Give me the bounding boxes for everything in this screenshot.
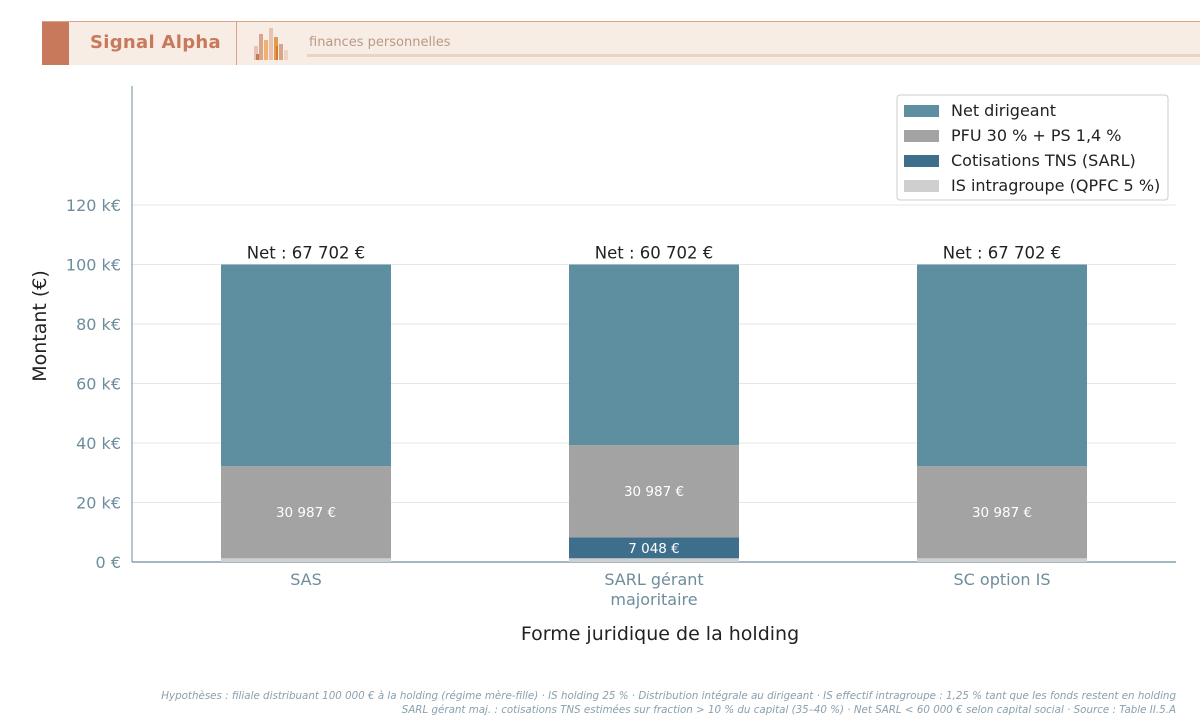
tagline: finances personnelles <box>309 35 451 50</box>
tagline-rule <box>307 54 1200 57</box>
banner-divider <box>236 22 237 65</box>
bar-value-label: 7 048 € <box>628 541 680 557</box>
legend-swatch <box>904 130 939 142</box>
x-axis-title: Forme juridique de la holding <box>521 623 799 645</box>
x-tick-label: SAS <box>290 570 322 589</box>
footnote-hypotheses: Hypothèses : filiale distribuant 100 000… <box>161 690 1176 702</box>
bar-segment <box>221 558 391 562</box>
stacked-bar-chart: 0 € 20 k€ 40 k€ 60 k€ 80 k€ 100 k€ 120 k€ 30 98… <box>29 86 1176 645</box>
legend-swatch <box>904 180 939 192</box>
y-tick-label: 120 k€ <box>66 196 121 215</box>
bar-value-label: 30 987 € <box>624 484 684 500</box>
bar-value-label: 30 987 € <box>972 505 1032 521</box>
bar-segment <box>569 558 739 562</box>
y-tick-label: 80 k€ <box>76 315 121 334</box>
y-tick-label: 0 € <box>96 553 121 572</box>
bar-segment <box>917 466 1087 559</box>
brand-name: Signal Alpha <box>90 32 221 53</box>
x-tick-label: SARL gérant <box>604 570 703 589</box>
y-tick-label: 60 k€ <box>76 375 121 394</box>
bar-segment <box>569 537 739 559</box>
banner-accent <box>42 22 69 65</box>
y-tick-label: 100 k€ <box>66 256 121 275</box>
bar-segment <box>221 466 391 559</box>
bar-value-label: 30 987 € <box>276 505 336 521</box>
x-tick-label: majoritaire <box>610 590 697 609</box>
bar-net-label: Net : 60 702 € <box>595 244 714 263</box>
bar-segment <box>569 264 739 446</box>
bar-net-label: Net : 67 702 € <box>247 244 366 263</box>
y-axis-title: Montant (€) <box>29 270 51 382</box>
legend-swatch <box>904 155 939 167</box>
header-banner: Signal Alpha finances personnelles <box>42 21 1200 65</box>
bar-segment <box>221 264 391 467</box>
legend-swatch <box>904 105 939 117</box>
legend-label: Net dirigeant <box>951 101 1056 120</box>
x-tick-label: SC option IS <box>954 570 1051 589</box>
legend-label: PFU 30 % + PS 1,4 % <box>951 126 1122 145</box>
y-tick-label: 40 k€ <box>76 434 121 453</box>
y-tick-label: 20 k€ <box>76 494 121 513</box>
bar-net-label: Net : 67 702 € <box>943 244 1062 263</box>
bar-segment <box>917 264 1087 467</box>
footnote-source: SARL gérant maj. : cotisations TNS estim… <box>401 704 1176 716</box>
legend-box <box>896 94 1169 201</box>
bar-chart-logo-icon <box>254 28 288 60</box>
bar-segment <box>569 445 739 538</box>
bar-segment <box>917 558 1087 562</box>
legend-label: IS intragroupe (QPFC 5 %) <box>951 176 1160 195</box>
legend-label: Cotisations TNS (SARL) <box>951 151 1136 170</box>
